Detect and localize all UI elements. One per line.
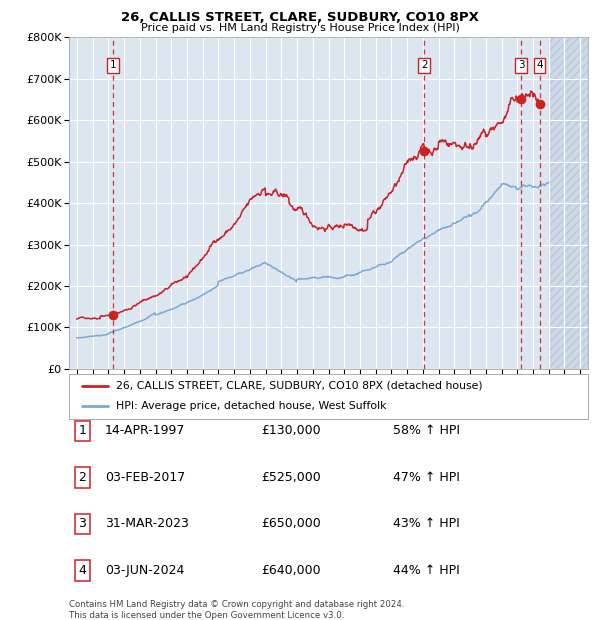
Text: 26, CALLIS STREET, CLARE, SUDBURY, CO10 8PX: 26, CALLIS STREET, CLARE, SUDBURY, CO10 …	[121, 11, 479, 24]
Text: 31-MAR-2023: 31-MAR-2023	[105, 518, 189, 530]
Text: 3: 3	[518, 60, 524, 71]
Text: This data is licensed under the Open Government Licence v3.0.: This data is licensed under the Open Gov…	[69, 611, 344, 620]
Text: £640,000: £640,000	[261, 564, 320, 577]
Text: 1: 1	[110, 60, 116, 71]
Bar	[548, 37, 588, 369]
Text: 1: 1	[79, 425, 86, 437]
Text: Price paid vs. HM Land Registry's House Price Index (HPI): Price paid vs. HM Land Registry's House …	[140, 23, 460, 33]
Text: 4: 4	[536, 60, 543, 71]
Text: 47% ↑ HPI: 47% ↑ HPI	[393, 471, 460, 484]
Text: 4: 4	[79, 564, 86, 577]
Text: £525,000: £525,000	[261, 471, 321, 484]
Text: 26, CALLIS STREET, CLARE, SUDBURY, CO10 8PX (detached house): 26, CALLIS STREET, CLARE, SUDBURY, CO10 …	[116, 381, 482, 391]
Text: 43% ↑ HPI: 43% ↑ HPI	[393, 518, 460, 530]
Text: 44% ↑ HPI: 44% ↑ HPI	[393, 564, 460, 577]
Text: £650,000: £650,000	[261, 518, 321, 530]
Text: 2: 2	[79, 471, 86, 484]
Text: 2: 2	[421, 60, 428, 71]
Text: 03-JUN-2024: 03-JUN-2024	[105, 564, 184, 577]
Text: HPI: Average price, detached house, West Suffolk: HPI: Average price, detached house, West…	[116, 401, 386, 412]
Text: 3: 3	[79, 518, 86, 530]
Text: Contains HM Land Registry data © Crown copyright and database right 2024.: Contains HM Land Registry data © Crown c…	[69, 600, 404, 609]
Text: £130,000: £130,000	[261, 425, 320, 437]
Text: 58% ↑ HPI: 58% ↑ HPI	[393, 425, 460, 437]
Bar	[548, 37, 588, 369]
Text: 14-APR-1997: 14-APR-1997	[105, 425, 185, 437]
Text: 03-FEB-2017: 03-FEB-2017	[105, 471, 185, 484]
